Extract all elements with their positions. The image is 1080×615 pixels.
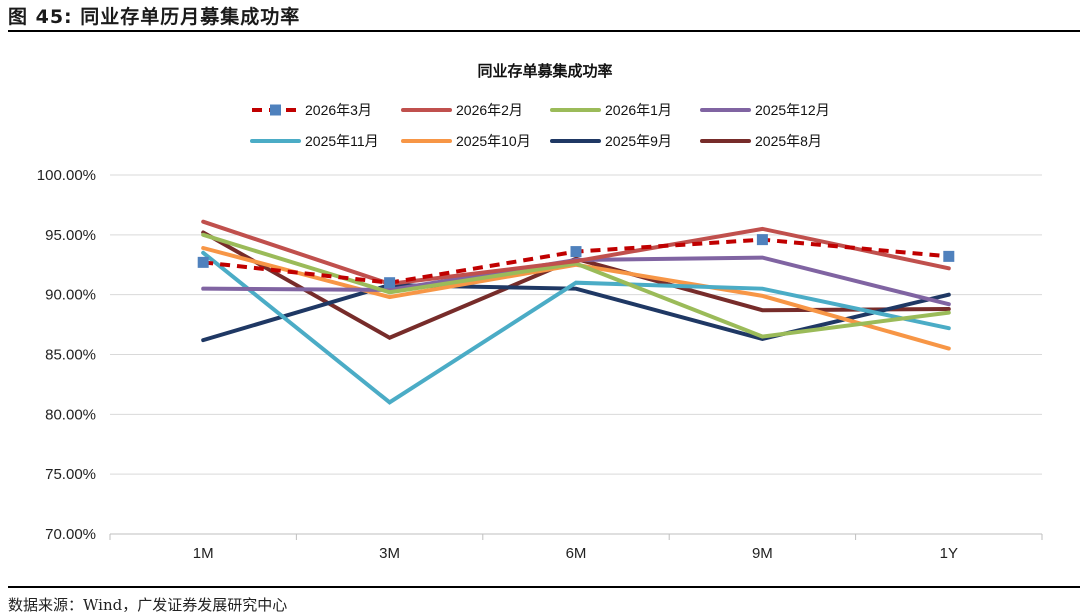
y-tick-label: 85.00% xyxy=(45,347,96,364)
y-tick-label: 80.00% xyxy=(45,406,96,423)
figure-label: 图 45: xyxy=(8,6,73,28)
legend-item: 2026年3月 xyxy=(252,102,372,118)
x-axis: 1M 3M 6M 9M 1Y xyxy=(109,534,1043,562)
chart-title: 同业存单募集成功率 xyxy=(477,62,612,80)
figure-title-text: 同业存单历月募集成功率 xyxy=(80,6,301,28)
data-point-marker xyxy=(943,250,955,262)
top-rule xyxy=(8,30,1080,32)
legend: 2026年3月 2026年2月 2026年1月 2025年12月 2025年11月 202… xyxy=(250,102,830,149)
x-tick-label: 9M xyxy=(752,545,773,562)
line-chart: 同业存单募集成功率 2026年3月 2026年2月 2026年1月 2025年12月2… xyxy=(37,62,1043,562)
legend-item: 2025年12月 xyxy=(700,102,830,118)
y-tick-label: 100.00% xyxy=(37,167,96,184)
y-tick-label: 75.00% xyxy=(45,466,96,483)
series-group xyxy=(197,219,955,405)
y-tick-label: 95.00% xyxy=(45,227,96,244)
x-tick-label: 3M xyxy=(379,545,400,562)
source-note: 数据来源：Wind，广发证券发展研究中心 xyxy=(8,596,288,614)
legend-label: 2025年10月 xyxy=(456,133,531,149)
legend-label: 2026年3月 xyxy=(305,102,372,118)
x-tick-label: 1M xyxy=(193,545,214,562)
legend-item: 2025年10月 xyxy=(401,133,531,149)
series-line xyxy=(201,283,951,343)
legend-label: 2025年9月 xyxy=(605,133,672,149)
y-tick-label: 90.00% xyxy=(45,287,96,304)
legend-item: 2026年1月 xyxy=(550,102,672,118)
legend-item: 2026年2月 xyxy=(401,102,523,118)
figure-title: 图 45: 同业存单历月募集成功率 xyxy=(8,2,300,29)
legend-item: 2025年11月 xyxy=(250,133,379,149)
legend-marker xyxy=(270,104,281,116)
y-axis: 70.00% 75.00% 80.00% 85.00% 90.00% 95.00% 100.… xyxy=(37,167,96,543)
legend-label: 2026年1月 xyxy=(605,102,672,118)
legend-label: 2025年12月 xyxy=(755,102,830,118)
series-line xyxy=(201,219,951,286)
legend-label: 2026年2月 xyxy=(456,102,523,118)
x-tick-label: 1Y xyxy=(940,545,958,562)
x-tick-label: 6M xyxy=(566,545,587,562)
series-line xyxy=(201,232,951,339)
data-point-marker xyxy=(197,256,209,268)
data-point-marker xyxy=(384,277,396,289)
data-point-marker xyxy=(756,234,768,246)
data-point-marker xyxy=(570,246,582,258)
series-line xyxy=(201,250,951,405)
gridlines xyxy=(110,174,1042,535)
legend-label: 2025年11月 xyxy=(305,133,379,149)
y-tick-label: 70.00% xyxy=(45,526,96,543)
bottom-rule xyxy=(8,586,1080,588)
legend-item: 2025年8月 xyxy=(700,133,822,149)
legend-item: 2025年9月 xyxy=(550,133,672,149)
legend-label: 2025年8月 xyxy=(755,133,822,149)
